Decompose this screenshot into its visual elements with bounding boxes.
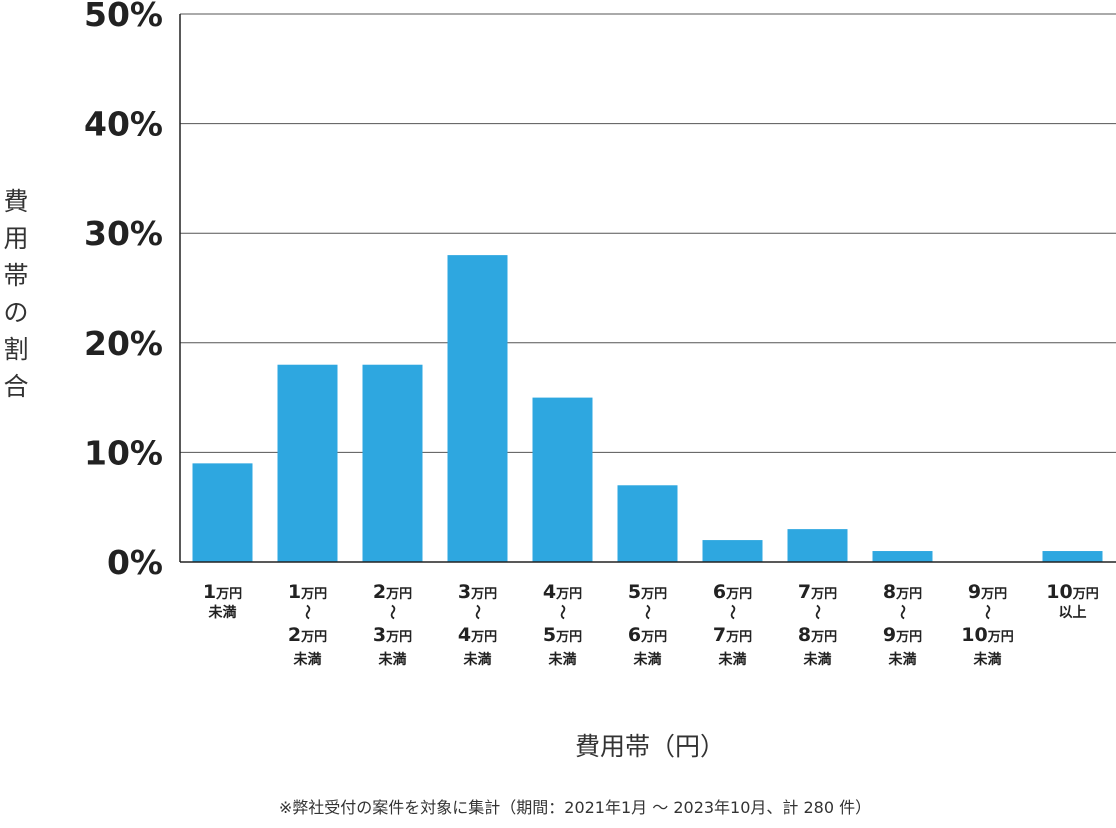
bars xyxy=(192,255,1103,562)
x-category-line: 1万円 xyxy=(203,581,242,603)
bar xyxy=(192,463,253,562)
y-tick-label: 40% xyxy=(84,105,163,144)
x-category-line: 10万円 xyxy=(961,624,1013,646)
x-category-line: 3万円 xyxy=(458,581,497,603)
x-category-line: 1万円 xyxy=(288,581,327,603)
bar xyxy=(362,364,423,562)
x-category-line: 〜 xyxy=(469,604,487,619)
bar xyxy=(277,364,338,562)
y-tick-label: 0% xyxy=(107,543,163,582)
x-category-line: 〜 xyxy=(299,604,317,619)
x-category-line: 5万円 xyxy=(543,624,582,646)
x-category-line: 〜 xyxy=(639,604,657,619)
x-category-line: 〜 xyxy=(384,604,402,619)
x-category-line: 2万円 xyxy=(373,581,412,603)
x-category-line: 未満 xyxy=(889,651,917,668)
x-category-line: 4万円 xyxy=(543,581,582,603)
x-category-line: 未満 xyxy=(379,651,407,668)
x-category-line: 未満 xyxy=(209,604,237,621)
x-category-line: 〜 xyxy=(724,604,742,619)
y-axis-ticks: 0% 10% 20% 30% 40% 50% xyxy=(84,0,163,582)
x-axis-label: 費用帯（円） xyxy=(575,732,725,761)
x-category-line: 〜 xyxy=(979,604,997,619)
x-category-line: 〜 xyxy=(894,604,912,619)
bar xyxy=(787,529,848,562)
x-category-line: 6万円 xyxy=(628,624,667,646)
y-axis-label-char: の xyxy=(3,298,28,327)
bar xyxy=(1042,551,1103,562)
x-category-line: 未満 xyxy=(634,651,662,668)
y-tick-label: 30% xyxy=(84,214,163,253)
y-axis-label-char: 合 xyxy=(3,372,28,401)
x-category-line: 8万円 xyxy=(883,581,922,603)
x-category-line: 5万円 xyxy=(628,581,667,603)
gridlines xyxy=(180,13,1116,453)
footnote: ※弊社受付の案件を対象に集計（期間：2021年1月 ～ 2023年10月、計 2… xyxy=(279,798,871,817)
x-category-line: 9万円 xyxy=(883,624,922,646)
bar xyxy=(872,551,933,562)
y-axis-label-char: 割 xyxy=(3,335,28,364)
x-category-line: 3万円 xyxy=(373,624,412,646)
x-category-line: 未満 xyxy=(974,651,1002,668)
x-category-line: 未満 xyxy=(464,651,492,668)
x-category-line: 未満 xyxy=(294,651,322,668)
x-category-line: 10万円 xyxy=(1046,581,1098,603)
y-axis-label-char: 費 xyxy=(3,187,28,216)
x-category-line: 以上 xyxy=(1059,605,1087,621)
x-category-line: 未満 xyxy=(804,651,832,668)
x-category-line: 8万円 xyxy=(798,624,837,646)
x-category-line: 7万円 xyxy=(798,581,837,603)
x-category-line: 6万円 xyxy=(713,581,752,603)
y-tick-label: 50% xyxy=(84,0,163,34)
bar xyxy=(702,540,763,562)
x-category-line: 9万円 xyxy=(968,581,1007,603)
x-axis-categories: 1万円未満1万円〜2万円未満2万円〜3万円未満3万円〜4万円未満4万円〜5万円未… xyxy=(203,581,1099,668)
bar xyxy=(447,255,508,562)
y-axis-label-char: 帯 xyxy=(3,261,28,290)
x-category-line: 7万円 xyxy=(713,624,752,646)
x-category-line: 4万円 xyxy=(458,624,497,646)
x-category-line: 〜 xyxy=(554,604,572,619)
x-category-line: 〜 xyxy=(809,604,827,619)
y-axis-label-char: 用 xyxy=(3,224,28,253)
x-category-line: 未満 xyxy=(719,651,747,668)
y-tick-label: 20% xyxy=(84,324,163,363)
bar xyxy=(532,397,593,562)
bar xyxy=(617,485,678,562)
x-category-line: 未満 xyxy=(549,651,577,668)
x-category-line: 2万円 xyxy=(288,624,327,646)
y-tick-label: 10% xyxy=(84,433,163,472)
